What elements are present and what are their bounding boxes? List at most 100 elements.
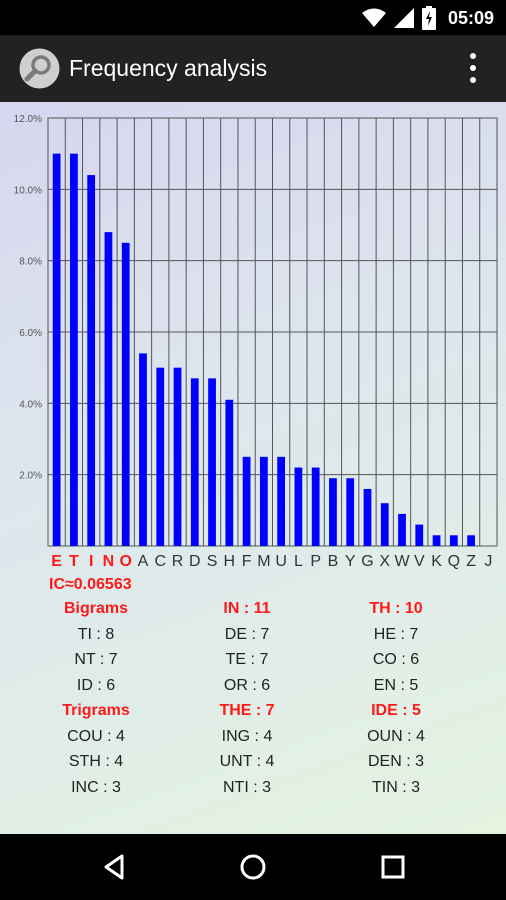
status-bar: 05:09 bbox=[0, 0, 506, 35]
x-axis-label: V bbox=[414, 553, 425, 570]
bar-D bbox=[190, 378, 199, 546]
ngram-row: Bigrams IN : 11 TH : 10 bbox=[0, 600, 506, 624]
ngram-row: TI : 8 DE : 7 HE : 7 bbox=[0, 626, 506, 650]
x-axis-label: Z bbox=[466, 553, 476, 570]
ngram-header-cell: Bigrams bbox=[63, 600, 129, 617]
bar-Z bbox=[467, 535, 475, 546]
status-time: 05:09 bbox=[447, 7, 494, 28]
ngram-cell: STH : 4 bbox=[68, 753, 124, 770]
bar-Y bbox=[346, 478, 355, 546]
bar-H bbox=[225, 399, 234, 546]
y-tick-label: 6.0% bbox=[19, 328, 42, 339]
ngram-cell: NT : 7 bbox=[74, 651, 118, 668]
x-axis-label: K bbox=[431, 553, 442, 570]
bar-M bbox=[259, 456, 268, 546]
navigation-bar bbox=[0, 834, 506, 900]
magnifier-icon[interactable] bbox=[19, 48, 60, 89]
ngram-header-cell: IN : 11 bbox=[223, 600, 271, 617]
bar-R bbox=[173, 367, 182, 546]
bar-V bbox=[415, 524, 424, 546]
y-tick-label: 8.0% bbox=[19, 257, 42, 268]
bar-N bbox=[104, 232, 113, 546]
bar-K bbox=[432, 535, 441, 546]
ngram-row: COU : 4 ING : 4 OUN : 4 bbox=[0, 728, 506, 752]
bar-U bbox=[277, 456, 286, 546]
bar-A bbox=[139, 353, 147, 546]
x-axis-label: G bbox=[361, 553, 373, 570]
back-icon[interactable] bbox=[97, 850, 131, 884]
ngram-cell: TI : 8 bbox=[77, 625, 115, 643]
ngram-cell: CO : 6 bbox=[372, 651, 420, 668]
bar-O bbox=[121, 242, 130, 547]
ngram-cell: OUN : 4 bbox=[367, 727, 425, 745]
ngram-row: INC : 3 NTI : 3 TIN : 3 bbox=[0, 779, 506, 803]
battery-charging-icon bbox=[421, 6, 436, 30]
wifi-icon bbox=[361, 8, 386, 27]
x-axis-label: R bbox=[172, 553, 184, 570]
x-axis-label: X bbox=[379, 553, 390, 570]
home-icon[interactable] bbox=[236, 850, 270, 884]
bar-L bbox=[294, 467, 303, 546]
ngram-cell: ID : 6 bbox=[76, 676, 116, 694]
bar-X bbox=[380, 503, 389, 546]
x-axis-label: A bbox=[138, 553, 149, 570]
bar-E bbox=[52, 153, 61, 546]
x-axis-label: M bbox=[257, 553, 270, 570]
bar-Q bbox=[449, 535, 458, 546]
ngram-cell: TIN : 3 bbox=[371, 778, 420, 796]
x-axis-label: I bbox=[89, 553, 93, 570]
ngram-header-cell: THE : 7 bbox=[219, 702, 275, 719]
x-axis-label: W bbox=[394, 553, 410, 570]
ngram-cell: HE : 7 bbox=[373, 625, 419, 643]
app-title: Frequency analysis bbox=[69, 55, 268, 81]
bar-W bbox=[398, 513, 406, 546]
bar-T bbox=[70, 153, 78, 546]
x-axis-label: L bbox=[294, 553, 303, 570]
x-axis-label: Q bbox=[448, 553, 460, 570]
ngram-header-cell: IDE : 5 bbox=[371, 702, 421, 719]
ngram-cell: INC : 3 bbox=[71, 778, 121, 796]
x-axis-label: F bbox=[242, 553, 252, 570]
x-axis-label: N bbox=[103, 553, 115, 570]
cell-signal-icon bbox=[393, 8, 414, 28]
x-axis-label: P bbox=[310, 553, 321, 570]
ngram-cell: DE : 7 bbox=[224, 625, 270, 643]
x-axis-label: C bbox=[154, 553, 166, 570]
action-bar: Frequency analysis bbox=[0, 35, 506, 102]
ngram-row: STH : 4 UNT : 4 DEN : 3 bbox=[0, 753, 506, 777]
bar-C bbox=[156, 367, 165, 546]
y-tick-label: 10.0% bbox=[14, 185, 42, 196]
y-axis-ticks: 2.0% 4.0% 6.0% 8.0% 10.0% 12.0% bbox=[14, 114, 42, 482]
ngram-cell: ING : 4 bbox=[221, 727, 273, 745]
x-axis-label: D bbox=[189, 553, 201, 570]
bar-I bbox=[87, 175, 96, 547]
bar-P bbox=[311, 467, 320, 546]
status-icons: 05:09 bbox=[361, 5, 494, 31]
ngram-cell: NTI : 3 bbox=[222, 778, 271, 796]
ngram-row: NT : 7 TE : 7 CO : 6 bbox=[0, 651, 506, 675]
y-tick-label: 4.0% bbox=[19, 399, 42, 410]
ngram-cell: UNT : 4 bbox=[219, 753, 275, 770]
x-axis-label: U bbox=[275, 553, 287, 570]
ngram-header-cell: TH : 10 bbox=[369, 600, 423, 617]
ngram-cell: OR : 6 bbox=[223, 676, 271, 694]
x-axis-label: B bbox=[328, 553, 339, 570]
x-axis-label: E bbox=[51, 553, 62, 570]
x-axis-label: Y bbox=[345, 553, 356, 570]
recents-icon[interactable] bbox=[376, 850, 410, 884]
ngram-row: ID : 6 OR : 6 EN : 5 bbox=[0, 677, 506, 701]
overflow-menu-icon[interactable] bbox=[466, 52, 480, 84]
y-tick-label: 12.0% bbox=[14, 114, 42, 125]
ngram-header-cell: Trigrams bbox=[62, 702, 130, 719]
ngram-row: Trigrams THE : 7 IDE : 5 bbox=[0, 702, 506, 726]
x-axis-label: J bbox=[484, 553, 492, 570]
bar-S bbox=[208, 378, 216, 546]
ngram-cell: EN : 5 bbox=[373, 676, 419, 694]
ngram-cell: COU : 4 bbox=[67, 727, 125, 745]
ngram-cell: TE : 7 bbox=[225, 651, 269, 668]
x-axis-label: S bbox=[207, 553, 218, 570]
bar-G bbox=[363, 488, 372, 546]
